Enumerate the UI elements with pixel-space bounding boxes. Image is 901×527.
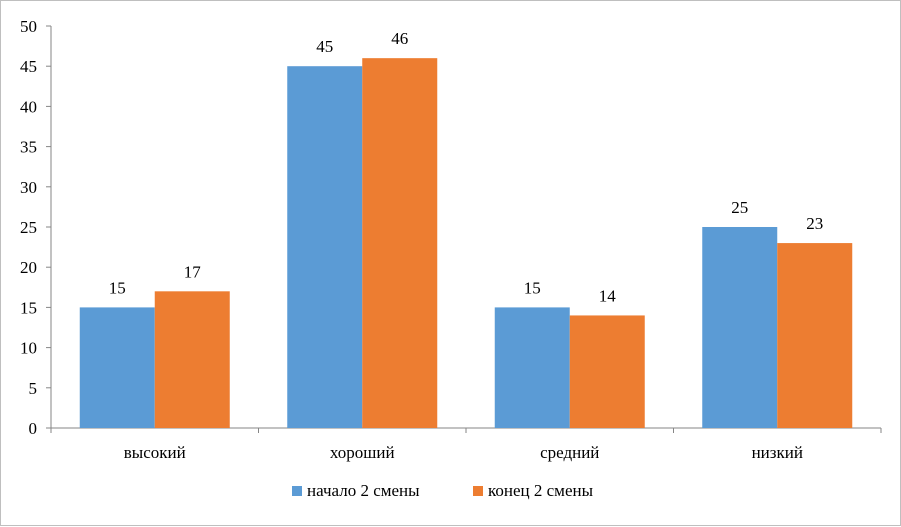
y-tick-label: 45 [20, 57, 37, 76]
data-labels: 15 17 45 46 15 14 25 23 [109, 29, 824, 305]
y-tick-label: 5 [29, 379, 38, 398]
y-tick-label: 30 [20, 178, 37, 197]
data-label: 23 [806, 214, 823, 233]
data-label: 45 [316, 37, 333, 56]
legend-label: начало 2 смены [307, 481, 420, 500]
bar [79, 307, 155, 428]
y-tick-label: 25 [20, 218, 37, 237]
bar [777, 243, 853, 428]
data-label: 25 [731, 198, 748, 217]
y-tick-label: 35 [20, 138, 37, 157]
y-tick-label: 10 [20, 339, 37, 358]
bar [362, 58, 438, 428]
legend-swatch [473, 486, 483, 496]
bar [494, 307, 570, 428]
category-label: средний [540, 443, 599, 462]
y-tick-label: 50 [20, 17, 37, 36]
legend-label: конец 2 смены [488, 481, 594, 500]
y-tick-label: 40 [20, 97, 37, 116]
y-tick-labels: 0 5 10 15 20 25 30 35 40 45 50 [20, 17, 37, 438]
bar [569, 315, 645, 428]
y-tick-label: 0 [29, 419, 38, 438]
bars [79, 58, 853, 428]
data-label: 14 [599, 286, 617, 305]
data-label: 15 [109, 278, 126, 297]
y-tick-label: 20 [20, 258, 37, 277]
legend-swatch [292, 486, 302, 496]
category-labels: высокий хороший средний низкий [124, 443, 803, 462]
legend: начало 2 смены конец 2 смены [292, 481, 594, 500]
data-label: 15 [524, 278, 541, 297]
category-label: низкий [752, 443, 803, 462]
data-label: 17 [184, 262, 202, 281]
bar [287, 66, 363, 428]
bar [154, 291, 230, 428]
y-tick-label: 15 [20, 298, 37, 317]
category-label: высокий [124, 443, 186, 462]
data-label: 46 [391, 29, 408, 48]
category-label: хороший [330, 443, 395, 462]
bar [702, 227, 778, 428]
